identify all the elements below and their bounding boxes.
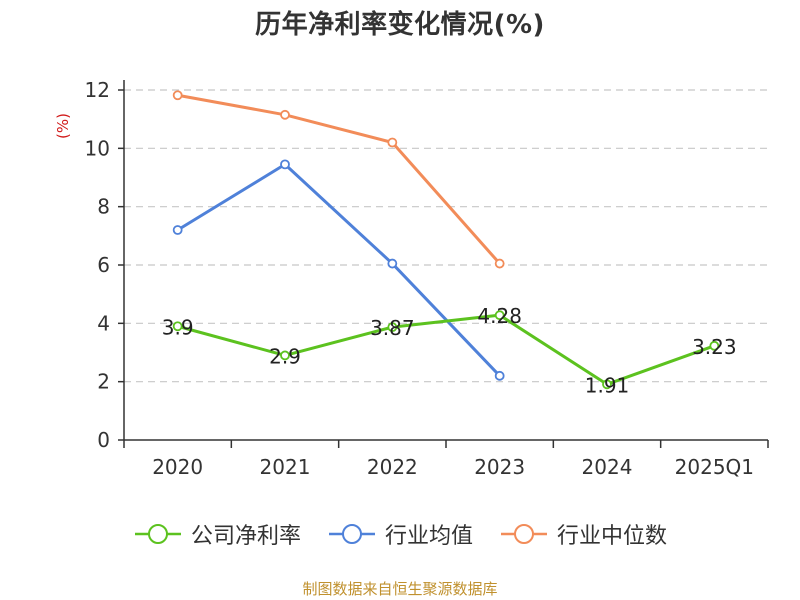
series-line [177, 313, 715, 386]
data-point [387, 137, 398, 148]
legend-item[interactable]: 行业均值 [327, 518, 473, 550]
data-point [387, 322, 398, 333]
series-lines [172, 90, 720, 390]
legend-label: 行业中位数 [557, 524, 668, 549]
x-tick-label: 2020 [152, 455, 203, 479]
axes: 0 2 4 6 8 10 12 2020 2021 2022 2023 2024 2025Q1 [85, 78, 769, 479]
data-point [709, 340, 720, 351]
data-point [387, 258, 398, 269]
x-tick-label: 2024 [582, 455, 633, 479]
legend-marker-icon [501, 524, 547, 544]
data-point [494, 310, 505, 321]
legend-label: 行业均值 [384, 524, 473, 549]
data-point [494, 370, 505, 381]
data-label: 3.9 [162, 315, 194, 339]
x-tick-label: 2022 [367, 455, 418, 479]
y-tick-label: 12 [85, 78, 110, 102]
x-tick-label: 2025Q1 [675, 455, 754, 479]
data-point [280, 109, 290, 120]
legend: 公司净利率 行业均值 行业中位数 [0, 518, 800, 550]
source-note: 制图数据来自恒生聚源数据库 [302, 580, 498, 598]
data-labels: 3.9 2.9 3.87 4.28 1.91 3.23 [162, 304, 737, 397]
legend-marker-icon [328, 524, 375, 544]
data-point [494, 258, 505, 269]
legend-label: 公司净利率 [190, 524, 301, 549]
data-point [280, 159, 290, 170]
data-label: 1.91 [585, 373, 630, 397]
chart-title: 历年净利率变化情况(%) [255, 10, 545, 40]
legend-item[interactable]: 公司净利率 [133, 518, 301, 550]
data-point [602, 379, 612, 390]
y-tick-label: 10 [85, 136, 110, 160]
legend-marker-icon [134, 524, 181, 544]
x-tick-label: 2023 [474, 455, 525, 479]
data-label: 4.28 [477, 304, 522, 328]
y-axis-unit-label: (%) [54, 113, 72, 139]
data-label: 2.9 [269, 344, 301, 368]
x-tick-label: 2021 [260, 455, 311, 479]
y-tick-label: 2 [97, 370, 110, 394]
data-point [172, 321, 183, 332]
y-tick-label: 8 [97, 195, 110, 219]
data-point [280, 350, 290, 361]
y-tick-label: 4 [97, 311, 110, 335]
data-label: 3.87 [370, 316, 415, 340]
data-label: 3.23 [692, 335, 737, 359]
legend-item[interactable]: 行业中位数 [499, 518, 667, 550]
data-point [172, 90, 183, 101]
series-line [176, 162, 501, 377]
y-tick-label: 0 [97, 428, 110, 452]
y-tick-label: 6 [97, 253, 110, 277]
data-point [172, 225, 183, 235]
series-line [177, 93, 501, 265]
